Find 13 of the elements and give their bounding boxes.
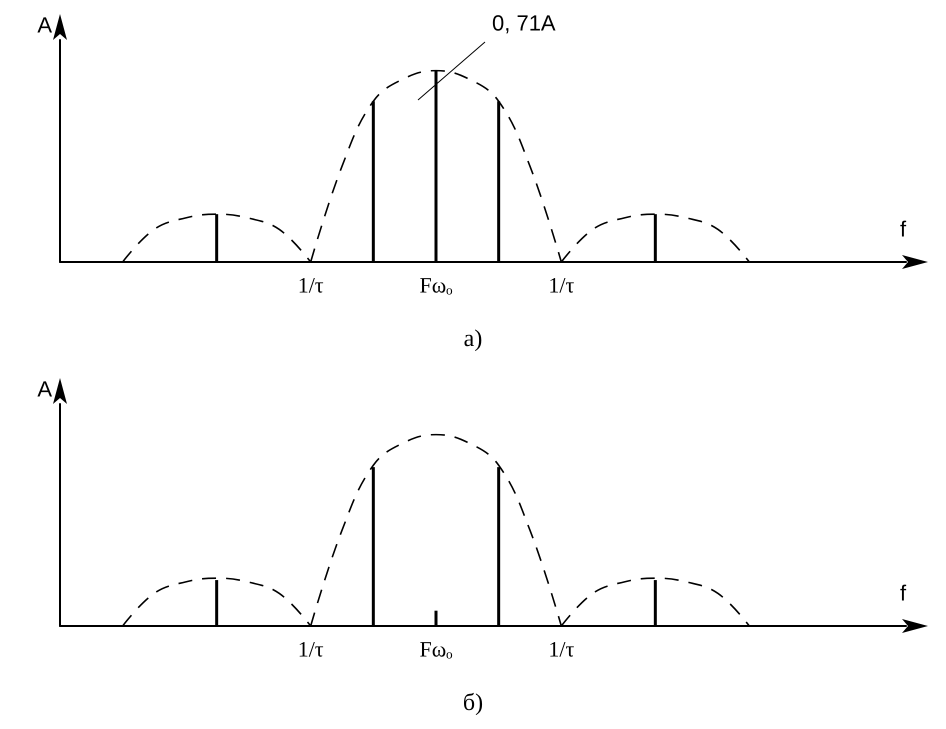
x-tick-label: 1/τ bbox=[548, 272, 574, 298]
text: 0, 71A bbox=[492, 10, 556, 36]
x-tick-label: Fωₒ bbox=[419, 636, 453, 662]
y-axis-title: A bbox=[37, 12, 52, 38]
x-axis-title: f bbox=[900, 580, 907, 606]
x-tick-label: Fωₒ bbox=[419, 272, 453, 298]
x-tick-label: 1/τ bbox=[548, 636, 574, 662]
x-tick-label: 1/τ bbox=[298, 272, 324, 298]
x-axis-title: f bbox=[900, 216, 907, 242]
text: б) bbox=[462, 690, 484, 716]
text: а) bbox=[464, 326, 482, 352]
x-tick-label: 1/τ bbox=[298, 636, 324, 662]
y-axis-title: A bbox=[37, 376, 52, 402]
